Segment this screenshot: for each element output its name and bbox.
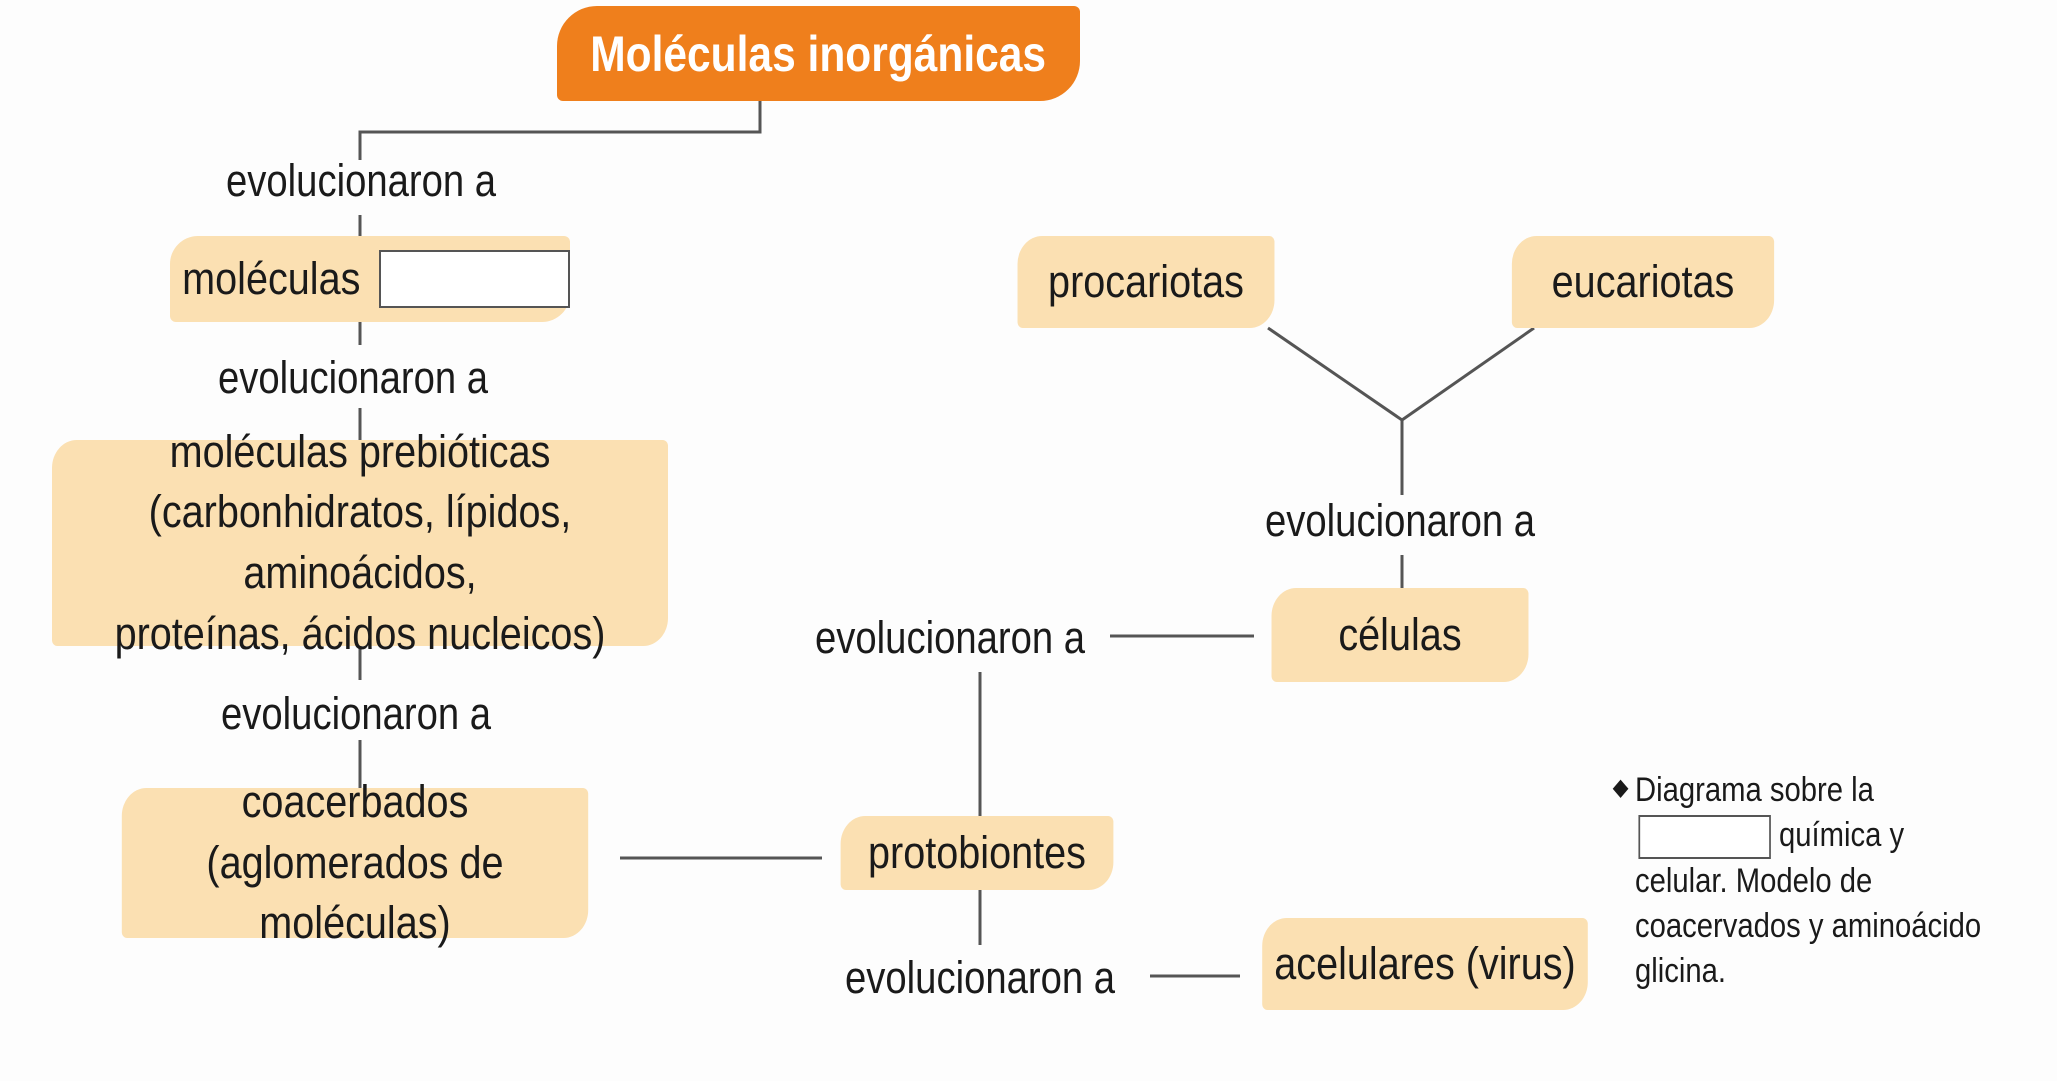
answer-blank-2[interactable] <box>1638 814 1771 859</box>
title-text: Moléculas inorgánicas <box>590 25 1047 82</box>
prebioticas-line-3: proteínas, ácidos nucleicos) <box>114 607 606 659</box>
answer-blank-1[interactable] <box>378 250 570 308</box>
title-node: Moléculas inorgánicas <box>557 6 1080 101</box>
link-label-6: evolucionaron a <box>845 952 1116 1003</box>
link-label-4: evolucionaron a <box>815 612 1086 663</box>
link-label-2: evolucionaron a <box>218 352 489 403</box>
acelulares-label: acelulares (virus) <box>1274 937 1576 989</box>
node-moleculas: moléculas <box>170 236 570 322</box>
caption-text-start: Diagrama sobre la <box>1635 771 1874 809</box>
bullet-icon: ◆ <box>1612 774 1629 801</box>
link-label-5: evolucionaron a <box>1265 495 1536 546</box>
node-acelulares: acelulares (virus) <box>1262 918 1588 1010</box>
node-procariotas: procariotas <box>1017 236 1275 328</box>
connector-title-to-moleculas <box>358 101 762 160</box>
prebioticas-line-1: moléculas prebióticas <box>169 425 551 477</box>
caption-text-end: química y celular. Modelo de coacervados… <box>1635 815 1982 990</box>
link-label-1: evolucionaron a <box>226 155 497 206</box>
prebioticas-line-2: (carbonhidratos, lípidos, aminoácidos, <box>148 486 572 598</box>
node-celulas: células <box>1271 588 1529 682</box>
connector-fork-eucariotas <box>1401 326 1535 422</box>
connector-fork-procariotas <box>1267 326 1403 422</box>
celulas-label: células <box>1338 608 1462 660</box>
node-prebioticas: moléculas prebióticas (carbonhidratos, l… <box>52 426 668 659</box>
node-eucariotas: eucariotas <box>1511 236 1775 328</box>
link-label-3: evolucionaron a <box>221 688 492 739</box>
eucariotas-label: eucariotas <box>1551 255 1735 307</box>
node-protobiontes: protobiontes <box>840 816 1114 890</box>
node-coacerbados: coacerbados (aglomerados de moléculas) <box>121 776 589 948</box>
procariotas-label: procariotas <box>1048 255 1244 307</box>
coacerbados-line-1: coacerbados <box>241 775 469 827</box>
figure-caption: ◆ Diagrama sobre la química y celular. M… <box>1613 768 1996 994</box>
protobiontes-label: protobiontes <box>868 826 1086 878</box>
coacerbados-line-2: (aglomerados de moléculas) <box>206 836 504 949</box>
node-moleculas-label: moléculas <box>182 252 361 304</box>
